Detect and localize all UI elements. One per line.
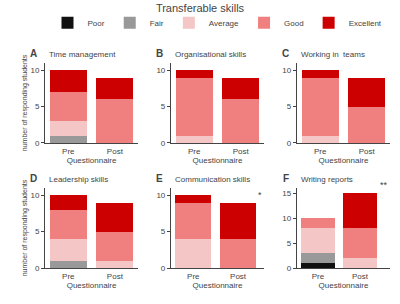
svg-text:Post: Post (230, 272, 247, 281)
svg-text:F: F (283, 173, 289, 184)
svg-text:Writing reports: Writing reports (301, 175, 353, 184)
svg-text:10: 10 (30, 191, 39, 200)
svg-text:10: 10 (282, 66, 291, 75)
svg-text:Pre: Pre (314, 147, 327, 156)
svg-text:10: 10 (156, 66, 165, 75)
svg-text:10: 10 (156, 191, 165, 200)
svg-text:0: 0 (161, 264, 166, 273)
svg-text:10: 10 (282, 214, 291, 223)
svg-text:number of responding students: number of responding students (21, 179, 29, 276)
svg-text:5: 5 (35, 227, 40, 236)
svg-text:Post: Post (107, 147, 124, 156)
svg-text:Excellent: Excellent (349, 19, 382, 28)
svg-text:number of responding students: number of responding students (21, 54, 29, 151)
svg-text:Questionnaire: Questionnaire (67, 281, 117, 290)
svg-text:Questionnaire: Questionnaire (67, 156, 117, 165)
svg-text:Pre: Pre (62, 272, 75, 281)
svg-text:5: 5 (161, 102, 166, 111)
svg-text:Pre: Pre (312, 272, 325, 281)
svg-text:0: 0 (287, 264, 292, 273)
svg-text:E: E (156, 173, 163, 184)
svg-text:Average: Average (209, 19, 239, 28)
svg-text:Post: Post (359, 147, 376, 156)
svg-text:0: 0 (35, 264, 40, 273)
svg-text:Fair: Fair (150, 19, 164, 28)
svg-text:Pre: Pre (187, 272, 200, 281)
svg-text:0: 0 (35, 139, 40, 148)
svg-text:0: 0 (161, 139, 166, 148)
svg-text:Communication skills: Communication skills (175, 175, 250, 184)
svg-text:5: 5 (287, 239, 292, 248)
svg-text:Working in teams: Working in teams (301, 50, 365, 59)
svg-text:C: C (282, 48, 289, 59)
svg-text:5: 5 (287, 102, 292, 111)
svg-text:Good: Good (284, 19, 304, 28)
svg-text:**: ** (380, 180, 388, 190)
svg-text:Questionnaire: Questionnaire (193, 156, 243, 165)
svg-text:15: 15 (282, 189, 291, 198)
svg-text:Questionnaire: Questionnaire (193, 281, 243, 290)
svg-text:Questionnaire: Questionnaire (319, 281, 369, 290)
svg-text:5: 5 (35, 102, 40, 111)
svg-text:Transferable skills: Transferable skills (156, 2, 245, 14)
svg-text:D: D (30, 173, 37, 184)
svg-text:Poor: Poor (88, 19, 105, 28)
svg-text:Post: Post (107, 272, 124, 281)
svg-text:10: 10 (30, 66, 39, 75)
svg-text:Time management: Time management (49, 50, 116, 59)
svg-text:Organisational skills: Organisational skills (175, 50, 246, 59)
svg-text:0: 0 (287, 139, 292, 148)
svg-text:A: A (30, 48, 37, 59)
svg-text:Post: Post (233, 147, 250, 156)
svg-text:Leadership skills: Leadership skills (49, 175, 108, 184)
svg-text:B: B (156, 48, 163, 59)
svg-text:Pre: Pre (62, 147, 75, 156)
svg-text:5: 5 (161, 227, 166, 236)
svg-text:Post: Post (352, 272, 369, 281)
svg-text:*: * (258, 190, 262, 200)
svg-text:Questionnaire: Questionnaire (319, 156, 369, 165)
svg-text:Pre: Pre (188, 147, 201, 156)
